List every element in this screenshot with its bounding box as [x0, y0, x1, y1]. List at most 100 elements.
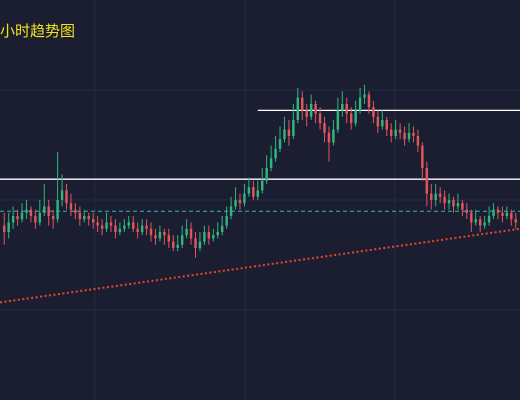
candle: [474, 209, 477, 226]
candle-body: [283, 129, 286, 140]
candle-body: [225, 216, 228, 226]
candle: [283, 116, 286, 143]
candle: [332, 120, 335, 146]
candle: [194, 232, 197, 258]
line-layer: [0, 109, 520, 304]
candle-body: [505, 212, 509, 216]
candle-body: [456, 203, 460, 207]
candle-body: [265, 168, 268, 181]
candle: [154, 228, 157, 245]
candle: [149, 222, 153, 242]
candle-body: [367, 94, 371, 108]
candle: [287, 120, 291, 146]
candle: [443, 190, 446, 210]
candle-body: [114, 225, 117, 232]
candle: [501, 206, 504, 223]
candle-body: [341, 104, 344, 111]
candle: [172, 235, 175, 252]
candle: [38, 200, 42, 226]
candle-body: [394, 129, 397, 136]
candle: [430, 184, 433, 210]
candle-body: [443, 196, 446, 204]
candle: [349, 107, 353, 130]
candle-body: [216, 232, 219, 236]
candle-body: [91, 219, 95, 223]
candle: [100, 219, 104, 236]
candle: [296, 88, 300, 124]
candle: [29, 206, 33, 223]
candle-body: [430, 193, 433, 200]
candle: [412, 126, 415, 143]
candle-body: [287, 129, 291, 136]
candle: [398, 123, 402, 140]
candle-body: [278, 139, 282, 149]
candle-body: [11, 216, 15, 223]
candle-body: [158, 232, 162, 239]
candle: [514, 212, 517, 229]
candle-body: [345, 104, 348, 114]
candle: [261, 168, 264, 194]
candle-body: [385, 120, 388, 130]
candle-body: [398, 129, 402, 133]
candle-body: [247, 187, 251, 194]
candle-body: [127, 222, 130, 226]
candle-body: [492, 209, 495, 216]
candle: [434, 184, 437, 207]
candle: [425, 161, 429, 207]
candle: [341, 91, 344, 117]
candle-body: [274, 148, 277, 159]
candle-body: [136, 228, 139, 232]
candle-body: [20, 212, 24, 220]
candle: [16, 209, 19, 226]
candle: [163, 228, 166, 245]
candle: [505, 206, 509, 220]
candle: [212, 228, 215, 242]
candle-body: [83, 216, 86, 220]
candle-body: [390, 129, 393, 136]
candle-body: [487, 216, 491, 223]
candle-body: [358, 97, 362, 111]
candle: [140, 219, 144, 236]
candle: [167, 228, 171, 248]
candle-body: [496, 209, 500, 213]
candle: [372, 100, 375, 124]
candle: [376, 110, 380, 133]
candle: [136, 222, 139, 239]
candle: [69, 193, 73, 216]
candle-body: [318, 113, 322, 124]
candle: [3, 212, 6, 245]
candle-body: [412, 132, 415, 136]
candle: [34, 209, 37, 229]
candle: [327, 126, 331, 162]
candle: [301, 91, 304, 120]
candle: [354, 100, 357, 127]
candle-body: [372, 107, 375, 117]
candle-body: [220, 225, 224, 232]
candle-body: [349, 113, 353, 124]
candle: [65, 184, 68, 210]
candle-body: [123, 225, 126, 229]
candle: [91, 212, 95, 229]
candle: [416, 129, 420, 152]
candle: [447, 193, 451, 210]
candle: [25, 200, 28, 220]
candle-body: [100, 225, 104, 229]
candle-body: [189, 228, 193, 239]
candle: [421, 142, 424, 181]
candle-body: [78, 212, 82, 220]
candle: [483, 216, 486, 229]
candle-body: [421, 145, 424, 168]
candle: [278, 126, 282, 152]
candle-body: [74, 209, 77, 213]
candle-body: [461, 203, 464, 210]
candle-body: [145, 225, 148, 229]
candle: [109, 216, 113, 232]
candle: [74, 203, 77, 220]
candle-body: [194, 238, 197, 248]
candle: [510, 209, 513, 226]
candle-body: [470, 212, 473, 223]
candle: [189, 222, 193, 245]
trend-line: [0, 227, 520, 304]
candle: [247, 177, 251, 197]
